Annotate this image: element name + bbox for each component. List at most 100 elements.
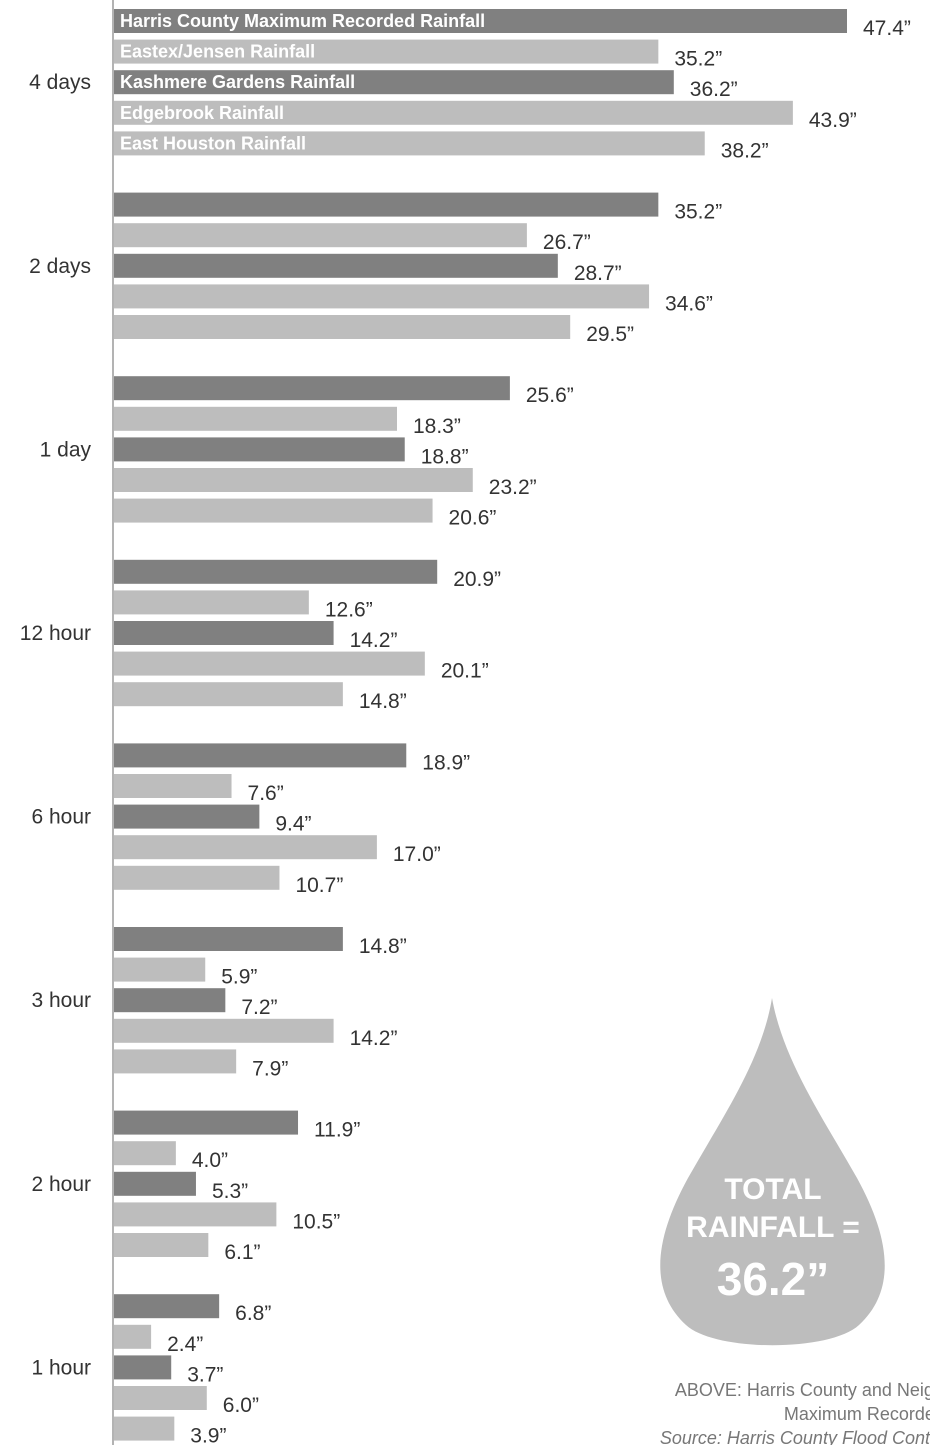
value-label: 11.9” xyxy=(314,1119,360,1142)
value-label: 2.4” xyxy=(167,1333,203,1356)
bar xyxy=(114,682,343,707)
bar xyxy=(114,1324,152,1349)
value-label: 3.7” xyxy=(187,1363,223,1386)
bar xyxy=(114,743,407,768)
bar xyxy=(114,1141,176,1166)
value-label: 7.2” xyxy=(241,996,277,1019)
bar xyxy=(114,1233,209,1257)
value-label: 12.6” xyxy=(325,598,373,621)
value-label: 10.7” xyxy=(295,874,343,897)
value-label: 10.5” xyxy=(292,1210,340,1233)
value-label: 35.2” xyxy=(674,48,722,71)
category-label: 2 hour xyxy=(31,1173,91,1196)
category-label: 12 hour xyxy=(20,622,91,645)
value-label: 7.6” xyxy=(248,782,284,805)
bar xyxy=(114,131,705,156)
bar xyxy=(114,1386,207,1410)
bar xyxy=(114,223,527,248)
value-label: 4.0” xyxy=(192,1149,228,1172)
drop-line-1: TOTAL xyxy=(724,1173,821,1206)
value-label: 6.0” xyxy=(223,1394,259,1417)
bar xyxy=(114,1202,277,1227)
bar xyxy=(114,100,793,125)
bar xyxy=(114,559,438,584)
bar xyxy=(114,1416,175,1441)
bar xyxy=(114,927,343,951)
bar xyxy=(114,253,558,278)
bar xyxy=(114,835,377,860)
category-label: 3 hour xyxy=(31,989,91,1012)
total-rainfall-drop: TOTAL RAINFALL = 36.2” xyxy=(660,998,885,1346)
bar xyxy=(114,1049,237,1074)
value-label: 29.5” xyxy=(586,323,634,346)
raindrop-icon xyxy=(660,998,885,1346)
value-label: 7.9” xyxy=(252,1057,288,1080)
value-label: 20.9” xyxy=(453,568,501,591)
bar xyxy=(114,437,405,462)
value-label: 18.9” xyxy=(422,751,470,774)
value-label: 5.9” xyxy=(221,966,257,989)
bar xyxy=(114,774,232,798)
chart-caption: ABOVE: Harris County and Neighborhood Ma… xyxy=(400,1378,930,1445)
bar xyxy=(114,1018,334,1043)
value-label: 34.6” xyxy=(665,292,713,315)
value-label: 18.8” xyxy=(421,445,469,468)
drop-total-value: 36.2” xyxy=(717,1253,830,1305)
value-label: 25.6” xyxy=(526,384,574,407)
bar xyxy=(114,651,425,676)
category-label: 6 hour xyxy=(31,806,91,829)
value-label: 17.0” xyxy=(393,843,441,866)
bar xyxy=(114,284,650,309)
category-label: 1 day xyxy=(40,438,92,461)
legend-entry: Edgebrook Rainfall xyxy=(120,103,284,123)
value-label: 35.2” xyxy=(674,201,722,224)
bar xyxy=(114,498,433,523)
caption-line-2: Maximum Recorded Rainfall xyxy=(783,1404,930,1424)
bar xyxy=(114,70,674,95)
legend-entry: Eastex/Jensen Rainfall xyxy=(120,42,315,62)
value-label: 23.2” xyxy=(489,476,537,499)
caption-line-1: ABOVE: Harris County and Neighborhood xyxy=(674,1380,930,1400)
value-label: 14.2” xyxy=(350,1027,398,1050)
value-label: 9.4” xyxy=(275,813,311,836)
value-label: 14.2” xyxy=(350,629,398,652)
bar xyxy=(114,1355,172,1380)
value-label: 47.4” xyxy=(863,17,911,40)
category-label: 1 hour xyxy=(31,1356,91,1379)
category-label: 4 days xyxy=(29,71,91,94)
bar xyxy=(114,865,280,890)
value-label: 26.7” xyxy=(543,231,591,254)
bar xyxy=(114,590,309,615)
value-label: 14.8” xyxy=(359,690,407,713)
bar xyxy=(114,1110,299,1135)
legend-entry: East Houston Rainfall xyxy=(120,133,306,153)
bar xyxy=(114,1171,196,1196)
legend-entry: Kashmere Gardens Rainfall xyxy=(120,72,355,92)
value-label: 38.2” xyxy=(721,139,769,162)
category-label: 2 days xyxy=(29,255,91,278)
bar xyxy=(114,192,659,217)
bar xyxy=(114,804,260,829)
value-label: 43.9” xyxy=(809,109,857,132)
value-label: 14.8” xyxy=(359,935,407,958)
legend-entry: Harris County Maximum Recorded Rainfall xyxy=(120,11,485,31)
value-label: 20.6” xyxy=(449,507,497,530)
value-label: 6.1” xyxy=(224,1241,260,1264)
bar xyxy=(114,406,397,431)
value-label: 6.8” xyxy=(235,1302,271,1325)
value-label: 5.3” xyxy=(212,1180,248,1203)
bar xyxy=(114,39,659,64)
value-label: 18.3” xyxy=(413,415,461,438)
value-label: 3.9” xyxy=(190,1425,226,1445)
value-label: 28.7” xyxy=(574,262,622,285)
bars-layer: 4 days 47.4” Harris County Maximum Recorde… xyxy=(20,9,911,1445)
value-label: 36.2” xyxy=(690,78,738,101)
bar xyxy=(114,957,206,982)
bar xyxy=(114,621,334,645)
bar xyxy=(114,468,473,492)
bar xyxy=(114,988,226,1013)
caption-source: Source: Harris County Flood Control Dist… xyxy=(659,1428,930,1445)
bar xyxy=(114,1294,220,1319)
drop-line-2: RAINFALL = xyxy=(686,1211,860,1244)
